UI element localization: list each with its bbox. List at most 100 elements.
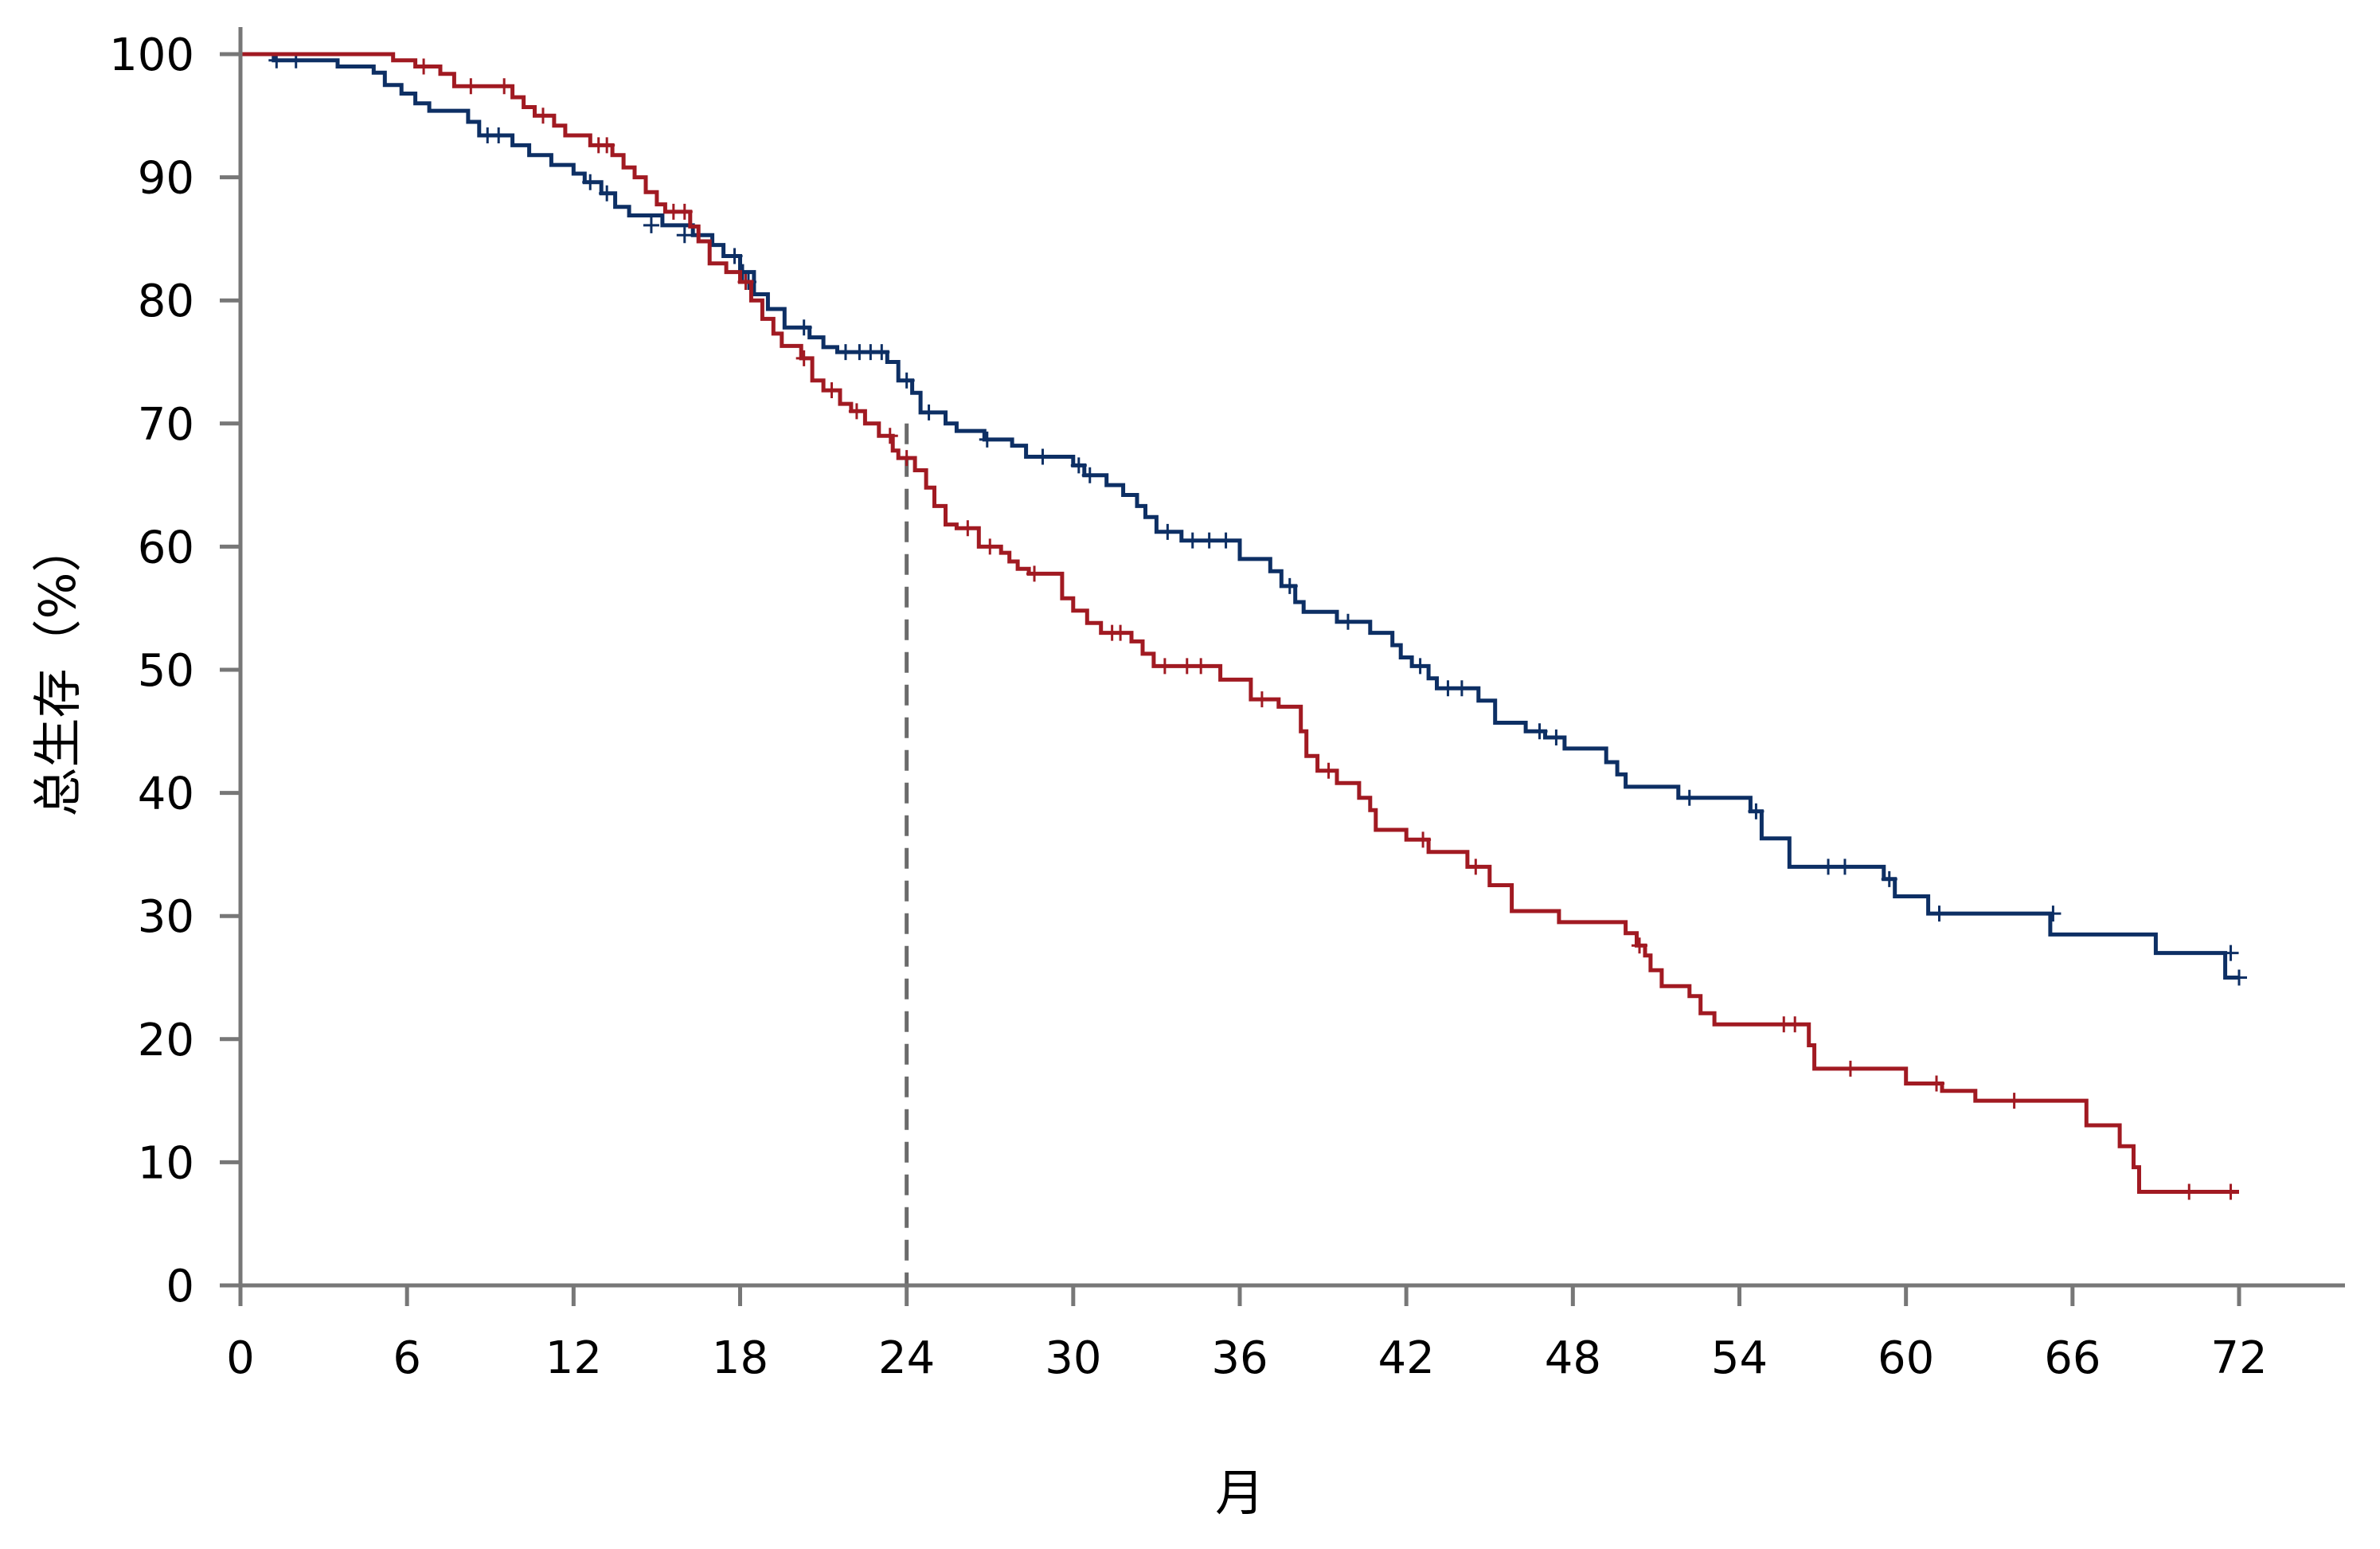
x-tick-label: 36 bbox=[1211, 1332, 1268, 1384]
censor-mark bbox=[1820, 859, 1837, 875]
censor-mark bbox=[979, 431, 995, 448]
censor-mark bbox=[599, 137, 616, 154]
censor-mark bbox=[2006, 1093, 2022, 1109]
y-tick-label: 60 bbox=[138, 522, 194, 573]
series-1-step-line bbox=[240, 52, 2239, 980]
censor-mark bbox=[1453, 680, 1470, 697]
censor-mark bbox=[1931, 906, 1948, 922]
censor-mark bbox=[898, 450, 915, 467]
censor-mark bbox=[676, 227, 693, 244]
censor-mark bbox=[2181, 1183, 2198, 1200]
y-tick-label: 30 bbox=[138, 891, 194, 943]
y-tick-label: 50 bbox=[138, 645, 194, 697]
censor-mark bbox=[959, 520, 976, 537]
censor-mark bbox=[1026, 565, 1043, 582]
censor-mark bbox=[1112, 624, 1129, 641]
censor-mark bbox=[1632, 937, 1647, 954]
y-tick-label: 70 bbox=[138, 399, 194, 451]
censor-mark bbox=[1184, 532, 1201, 549]
y-tick-label: 100 bbox=[109, 29, 194, 81]
y-tick-label: 40 bbox=[138, 769, 194, 820]
series-1 bbox=[240, 52, 2247, 986]
y-tick-label: 0 bbox=[166, 1261, 194, 1312]
x-tick-label: 42 bbox=[1378, 1332, 1435, 1384]
x-tick-label: 72 bbox=[2210, 1332, 2267, 1384]
y-tick-label: 10 bbox=[138, 1137, 194, 1189]
x-tick-label: 48 bbox=[1545, 1332, 1601, 1384]
censor-mark bbox=[881, 428, 898, 444]
censor-mark bbox=[1217, 532, 1234, 549]
censor-mark bbox=[1320, 762, 1337, 779]
x-axis-ticks: 0 6 12 18 24 30 36 42 48 54 60 66 72 bbox=[226, 1285, 2268, 1384]
y-tick-label: 80 bbox=[138, 276, 194, 327]
censor-mark bbox=[1253, 691, 1270, 708]
censor-mark bbox=[582, 174, 599, 190]
censor-mark bbox=[1440, 680, 1456, 697]
x-tick-label: 66 bbox=[2044, 1332, 2101, 1384]
y-tick-label: 20 bbox=[138, 1015, 194, 1066]
x-tick-label: 18 bbox=[712, 1332, 768, 1384]
axes: 0 6 12 18 24 30 36 42 48 54 60 66 72 0 10 20 30 40 50 60 70… bbox=[109, 27, 2345, 1384]
censor-mark bbox=[848, 403, 865, 420]
censor-mark bbox=[1881, 870, 1897, 887]
censor-mark bbox=[1281, 577, 1298, 594]
censor-mark bbox=[2045, 906, 2061, 922]
censor-mark bbox=[416, 58, 432, 75]
censor-mark bbox=[1842, 1060, 1858, 1077]
censor-mark bbox=[1201, 532, 1217, 549]
censor-mark bbox=[2231, 969, 2247, 986]
plot-area bbox=[240, 52, 2247, 1285]
censor-mark bbox=[1339, 613, 1356, 630]
censor-mark bbox=[1178, 658, 1195, 675]
censor-mark bbox=[1748, 803, 1764, 819]
censor-mark bbox=[1787, 1016, 1804, 1033]
censor-mark bbox=[795, 350, 812, 366]
x-tick-label: 24 bbox=[878, 1332, 935, 1384]
censor-mark bbox=[873, 344, 890, 361]
censor-mark bbox=[795, 319, 812, 336]
censor-mark bbox=[1415, 831, 1432, 848]
censor-mark bbox=[1531, 723, 1548, 740]
censor-mark bbox=[1156, 658, 1173, 675]
censor-mark bbox=[726, 248, 743, 264]
x-tick-label: 0 bbox=[226, 1332, 255, 1384]
x-tick-label: 54 bbox=[1711, 1332, 1768, 1384]
censor-mark bbox=[920, 404, 937, 420]
censor-mark bbox=[898, 372, 915, 389]
censor-mark bbox=[534, 108, 551, 124]
y-axis-title: 总生存（%） bbox=[29, 523, 87, 817]
censor-mark bbox=[1548, 730, 1565, 746]
censor-mark bbox=[1467, 859, 1484, 875]
censor-mark bbox=[1836, 859, 1853, 875]
series-2 bbox=[240, 52, 2239, 1200]
x-axis-title: 月 bbox=[1215, 1464, 1264, 1522]
censor-mark bbox=[496, 78, 513, 95]
x-tick-label: 12 bbox=[545, 1332, 602, 1384]
x-tick-label: 30 bbox=[1045, 1332, 1101, 1384]
censor-mark bbox=[823, 382, 840, 399]
censor-mark bbox=[599, 185, 616, 201]
censor-mark bbox=[2222, 1183, 2239, 1200]
censor-mark bbox=[737, 274, 754, 291]
censor-mark bbox=[490, 127, 507, 144]
censor-mark bbox=[1034, 448, 1051, 465]
censor-mark bbox=[676, 203, 693, 220]
censor-mark bbox=[1081, 467, 1098, 483]
y-tick-label: 90 bbox=[138, 153, 194, 205]
censor-mark bbox=[1070, 457, 1087, 474]
censor-mark bbox=[982, 538, 999, 555]
y-axis-ticks: 0 10 20 30 40 50 60 70 80 90 100 bbox=[109, 29, 240, 1312]
censor-mark bbox=[2222, 945, 2239, 961]
censor-mark bbox=[1681, 789, 1698, 806]
x-tick-label: 60 bbox=[1878, 1332, 1934, 1384]
censor-mark bbox=[1193, 658, 1210, 675]
censor-mark bbox=[1412, 658, 1428, 675]
censor-mark bbox=[463, 78, 479, 95]
series-2-step-line bbox=[240, 52, 2239, 1194]
censor-mark bbox=[1929, 1075, 1945, 1092]
x-tick-label: 6 bbox=[393, 1332, 421, 1384]
censor-mark bbox=[643, 217, 659, 233]
censor-mark bbox=[837, 344, 854, 361]
censor-mark bbox=[1159, 523, 1176, 540]
